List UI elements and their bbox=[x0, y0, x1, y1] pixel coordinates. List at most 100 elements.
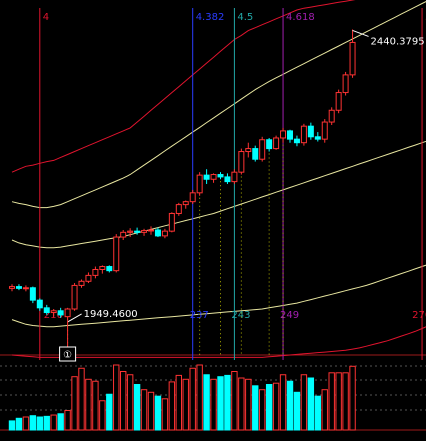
candle-body bbox=[217, 174, 224, 178]
bar-count-label: 270 bbox=[412, 310, 426, 321]
volume-bar bbox=[8, 420, 16, 431]
volume-bar bbox=[182, 378, 189, 431]
candle-body bbox=[175, 204, 182, 214]
candle-body bbox=[36, 299, 43, 309]
volume-bar bbox=[140, 389, 148, 431]
volume-bar bbox=[113, 364, 120, 431]
candle-body bbox=[321, 121, 328, 140]
candle-body bbox=[328, 109, 335, 123]
candle-body bbox=[280, 130, 287, 139]
time-marker-label: 4.382 bbox=[196, 12, 225, 23]
volume-bar bbox=[265, 384, 273, 431]
volume-bar bbox=[22, 416, 30, 431]
candle-body bbox=[273, 137, 280, 150]
candle-body bbox=[314, 136, 321, 140]
candle-body bbox=[106, 266, 113, 272]
candle-body bbox=[349, 41, 356, 76]
volume-bar bbox=[29, 415, 37, 431]
candle-body bbox=[168, 212, 175, 232]
candle-body bbox=[9, 286, 15, 289]
volume-bar bbox=[224, 374, 231, 431]
volume-bar bbox=[328, 372, 335, 431]
volume-bar bbox=[314, 395, 322, 431]
candle-body bbox=[134, 230, 141, 233]
candle-body bbox=[120, 231, 127, 238]
volume-bar bbox=[217, 376, 224, 431]
volume-bar bbox=[99, 400, 106, 431]
volume-bar bbox=[245, 378, 252, 431]
volume-bar bbox=[161, 398, 169, 431]
annotation-leader bbox=[352, 29, 369, 37]
candle-body bbox=[287, 130, 293, 140]
candle-body bbox=[148, 229, 154, 232]
volume-bar bbox=[279, 374, 287, 431]
candle-body bbox=[71, 284, 78, 310]
candle-body bbox=[203, 174, 210, 180]
volume-bar bbox=[272, 382, 280, 431]
volume-bar bbox=[210, 378, 217, 431]
candle-body bbox=[92, 268, 99, 276]
candle-body bbox=[252, 148, 259, 160]
candle-body bbox=[300, 125, 307, 144]
volume-bar bbox=[64, 410, 71, 431]
volume-bar bbox=[259, 389, 266, 431]
candle-body bbox=[99, 266, 106, 270]
candle-body bbox=[266, 139, 273, 150]
candle-body bbox=[342, 74, 349, 94]
candle-body bbox=[57, 310, 64, 316]
volume-bar bbox=[293, 391, 301, 431]
mid-lower-band-line bbox=[11, 140, 426, 249]
bar-count-label: 237 bbox=[190, 310, 209, 321]
volume-bar bbox=[175, 374, 183, 431]
outer-lower-band-line bbox=[11, 326, 426, 358]
candle-body bbox=[22, 287, 29, 290]
candle-body bbox=[43, 307, 50, 314]
candle-body bbox=[238, 151, 245, 173]
volume-bar bbox=[231, 371, 238, 431]
bar-count-label: 249 bbox=[280, 310, 299, 321]
candle-body bbox=[224, 176, 231, 183]
volume-bar bbox=[15, 417, 23, 431]
volume-bar bbox=[238, 377, 245, 431]
volume-bar bbox=[342, 372, 349, 431]
volume-bar bbox=[133, 384, 141, 431]
candle-body bbox=[210, 174, 217, 180]
wave-marker-box bbox=[59, 346, 77, 362]
volume-bar bbox=[92, 380, 99, 431]
candle-body bbox=[189, 192, 196, 203]
candle-body bbox=[113, 236, 120, 272]
volume-bar bbox=[196, 364, 203, 431]
volume-bar bbox=[307, 377, 315, 431]
volume-bar bbox=[300, 374, 308, 431]
volume-bar bbox=[50, 414, 57, 431]
lower-band-line bbox=[11, 264, 426, 328]
volume-bar bbox=[147, 391, 155, 431]
volume-bar bbox=[252, 385, 259, 431]
upper-band-line bbox=[11, 0, 356, 173]
candle-body bbox=[85, 274, 92, 282]
candle-body bbox=[307, 125, 314, 138]
volume-bar bbox=[106, 393, 113, 431]
volume-bar bbox=[120, 371, 127, 431]
candle-body bbox=[335, 92, 342, 111]
volume-bar bbox=[71, 376, 78, 431]
candle-body bbox=[196, 174, 203, 194]
candle-body bbox=[161, 230, 168, 237]
volume-bar bbox=[168, 381, 176, 431]
wave-marker-label: ① bbox=[63, 350, 72, 361]
volume-bar bbox=[286, 380, 294, 431]
candle-body bbox=[141, 230, 148, 233]
volume-bar bbox=[43, 415, 50, 431]
candle-body bbox=[182, 201, 189, 206]
bar-count-label: 243 bbox=[231, 310, 250, 321]
low-price-label: 1949.4600 bbox=[84, 309, 138, 320]
time-marker-label: 4.618 bbox=[286, 12, 315, 23]
candle-body bbox=[64, 308, 71, 318]
volume-bar bbox=[321, 389, 328, 431]
volume-bar bbox=[78, 367, 85, 431]
candle-body bbox=[29, 287, 36, 301]
high-price-label: 2440.3795 bbox=[371, 36, 425, 47]
mid-upper-band-line bbox=[11, 0, 426, 209]
